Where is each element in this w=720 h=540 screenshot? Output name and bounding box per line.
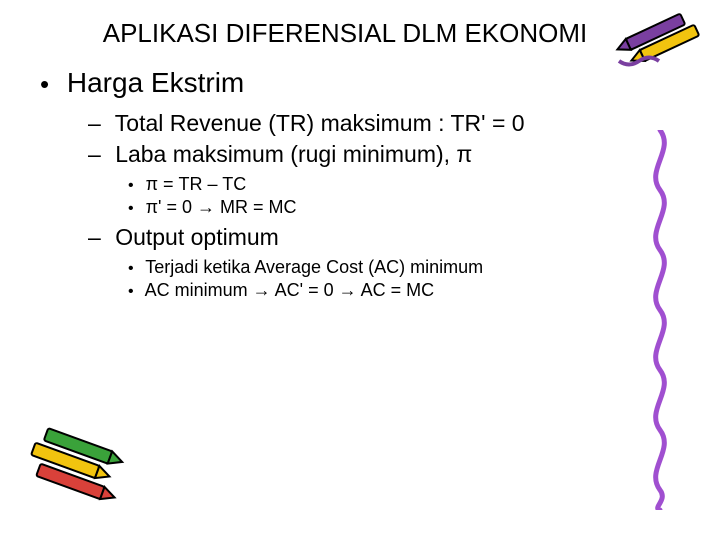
list-level-3b: Terjadi ketika Average Cost (AC) minimum… (88, 257, 650, 301)
list-level-1: Harga Ekstrim Total Revenue (TR) maksimu… (40, 67, 650, 301)
ac-minimum-desc: Terjadi ketika Average Cost (AC) minimum (128, 257, 650, 278)
sub-output-optimum: Output optimum Terjadi ketika Average Co… (88, 224, 650, 301)
ac-equation: AC minimum → AC' = 0 → AC = MC (128, 280, 650, 301)
sub-laba-maksimum: Laba maksimum (rugi minimum), π π = TR –… (88, 141, 650, 218)
sub-total-revenue: Total Revenue (TR) maksimum : TR' = 0 (88, 110, 650, 137)
bullet-harga-ekstrim: Harga Ekstrim Total Revenue (TR) maksimu… (40, 67, 650, 301)
sub3-text: Output optimum (115, 224, 279, 250)
sub1-text: Total Revenue (TR) maksimum : TR' = 0 (115, 110, 525, 136)
sub3a-text: Terjadi ketika Average Cost (AC) minimum (145, 257, 483, 277)
list-level-2: Total Revenue (TR) maksimum : TR' = 0 La… (40, 110, 650, 301)
slide-title: APLIKASI DIFERENSIAL DLM EKONOMI (40, 18, 650, 49)
slide-content: APLIKASI DIFERENSIAL DLM EKONOMI Harga E… (0, 0, 720, 329)
pi-prime-equation: π' = 0 → MR = MC (128, 197, 650, 218)
pi-equation: π = TR – TC (128, 174, 650, 195)
crayons-bottom-icon (22, 422, 152, 512)
sub2-text: Laba maksimum (rugi minimum), π (115, 141, 472, 167)
sub2a-text: π = TR – TC (146, 174, 247, 194)
sub3b-text: AC minimum → AC' = 0 → AC = MC (145, 280, 435, 300)
list-level-3a: π = TR – TC π' = 0 → MR = MC (88, 174, 650, 218)
bullet1-text: Harga Ekstrim (67, 67, 244, 98)
sub2b-text: π' = 0 → MR = MC (146, 197, 297, 217)
